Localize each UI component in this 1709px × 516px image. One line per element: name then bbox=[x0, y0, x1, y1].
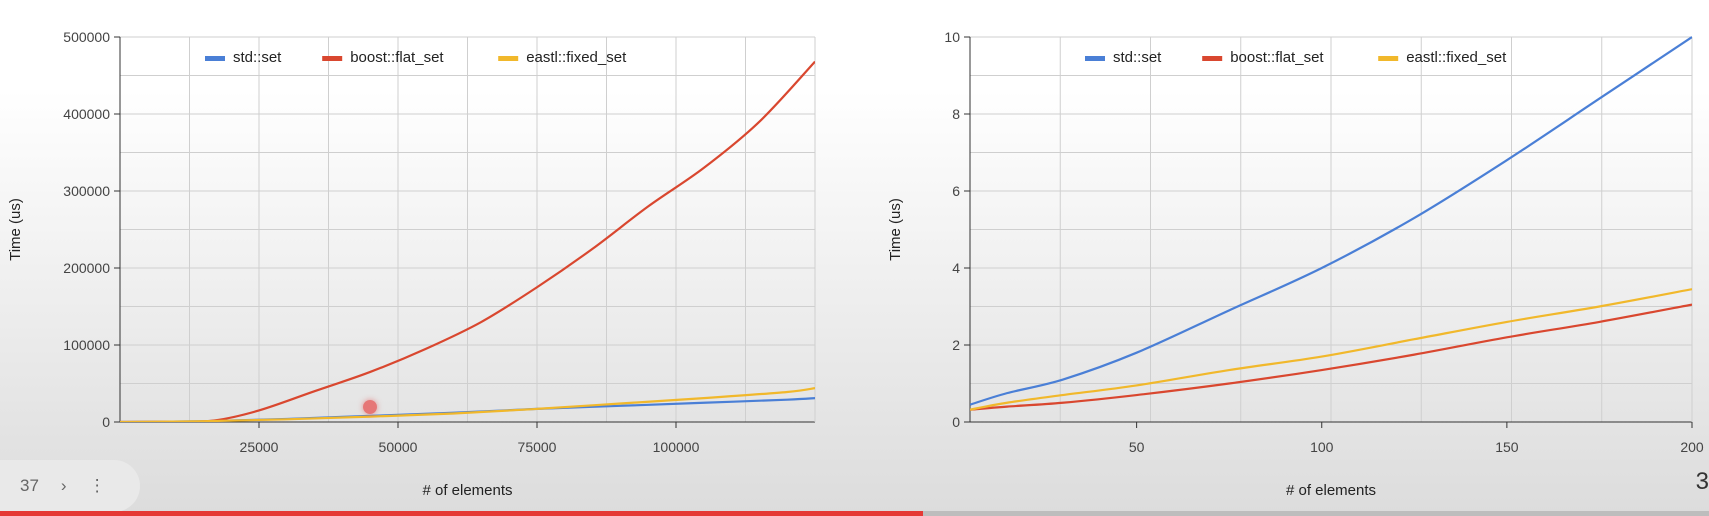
x-tick-label: 50 bbox=[1129, 439, 1145, 455]
y-tick-label: 2 bbox=[952, 337, 960, 353]
legend-swatch-eastl_fixed_set bbox=[498, 56, 519, 61]
legend-label-std_set: std::set bbox=[233, 49, 282, 66]
x-tick-label: 150 bbox=[1495, 439, 1519, 455]
y-axis-title: Time (us) bbox=[887, 198, 904, 261]
x-axis-title: # of elements bbox=[1286, 482, 1376, 499]
y-tick-label: 500000 bbox=[63, 29, 110, 45]
x-tick-label: 200 bbox=[1680, 439, 1704, 455]
legend-label-eastl_fixed_set: eastl::fixed_set bbox=[1406, 49, 1507, 66]
y-tick-label: 300000 bbox=[63, 183, 110, 199]
y-tick-label: 10 bbox=[944, 29, 960, 45]
series-line-boost_flat_set bbox=[120, 60, 815, 422]
series-line-eastl_fixed_set bbox=[970, 288, 1692, 411]
player-controls[interactable]: 37 › ⋮ bbox=[0, 460, 140, 512]
legend-label-boost_flat_set: boost::flat_set bbox=[1230, 49, 1324, 66]
mouse-cursor-indicator bbox=[363, 400, 377, 414]
chart-small-n: 0 2 4 6 8 10 50 100 150 200 # of elements Time (us)… bbox=[887, 29, 1704, 499]
legend-swatch-boost_flat_set bbox=[1202, 56, 1223, 61]
y-tick-label: 6 bbox=[952, 183, 960, 199]
y-tick-label: 200000 bbox=[63, 260, 110, 276]
x-tick-label: 100000 bbox=[653, 439, 700, 455]
count-label: 37 bbox=[20, 476, 39, 495]
x-axis-title: # of elements bbox=[422, 482, 512, 499]
x-tick-label: 100 bbox=[1310, 439, 1334, 455]
y-tick-label: 400000 bbox=[63, 106, 110, 122]
video-progress-bar[interactable] bbox=[0, 511, 923, 516]
x-tick-label: 25000 bbox=[240, 439, 279, 455]
chart-large-n: 0 100000 200000 300000 400000 500000 25000 5000… bbox=[7, 29, 816, 499]
x-tick-label: 75000 bbox=[518, 439, 557, 455]
series-line-eastl_fixed_set bbox=[120, 387, 815, 422]
legend-swatch-std_set bbox=[205, 56, 225, 61]
series-line-std_set bbox=[970, 36, 1692, 406]
y-tick-label: 4 bbox=[952, 260, 960, 276]
legend-label-eastl_fixed_set: eastl::fixed_set bbox=[526, 49, 627, 66]
series-line-boost_flat_set bbox=[970, 303, 1692, 411]
edge-glyph: 3 bbox=[1695, 468, 1709, 495]
video-progress-remaining[interactable] bbox=[922, 511, 1709, 516]
legend-label-std_set: std::set bbox=[1113, 49, 1162, 66]
legend-label-boost_flat_set: boost::flat_set bbox=[350, 49, 444, 66]
x-tick-label: 50000 bbox=[379, 439, 418, 455]
y-tick-label: 0 bbox=[952, 414, 960, 430]
y-tick-label: 8 bbox=[952, 106, 960, 122]
legend-swatch-std_set bbox=[1085, 56, 1105, 61]
legend-swatch-boost_flat_set bbox=[322, 56, 343, 61]
legend-swatch-eastl_fixed_set bbox=[1378, 56, 1399, 61]
chevron-right-icon[interactable]: › bbox=[60, 476, 67, 495]
more-vert-icon[interactable]: ⋮ bbox=[88, 476, 106, 495]
y-axis-title: Time (us) bbox=[7, 198, 24, 261]
y-tick-label: 100000 bbox=[63, 337, 110, 353]
y-tick-label: 0 bbox=[102, 414, 110, 430]
